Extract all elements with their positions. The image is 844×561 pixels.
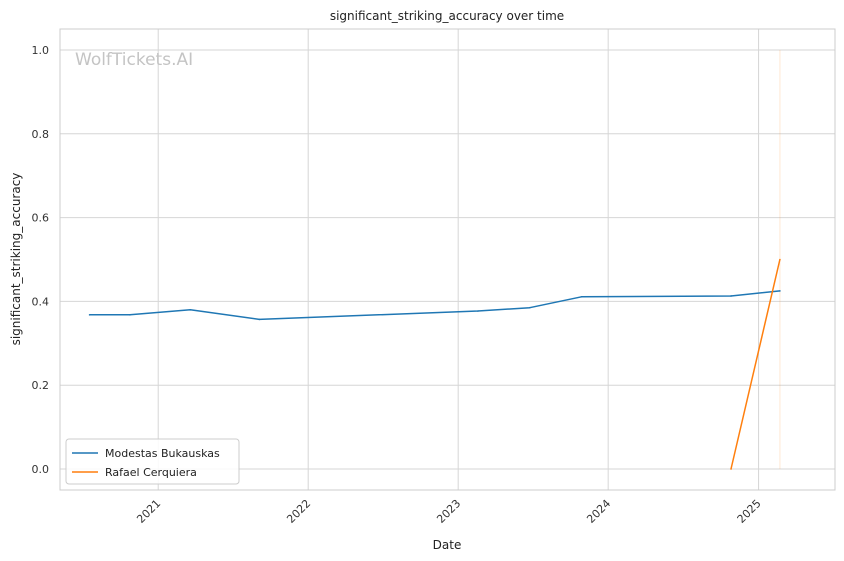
data-point bbox=[528, 306, 531, 309]
x-tick-label: 2022 bbox=[284, 497, 313, 526]
series-layer bbox=[88, 49, 781, 470]
data-point bbox=[730, 295, 732, 297]
data-point bbox=[580, 295, 583, 298]
data-point bbox=[730, 468, 732, 470]
data-point bbox=[779, 290, 781, 292]
y-tick-label: 0.6 bbox=[32, 212, 50, 225]
legend-label: Modestas Bukauskas bbox=[105, 447, 220, 460]
y-tick-label: 0.8 bbox=[32, 128, 50, 141]
legend-label: Rafael Cerquiera bbox=[105, 466, 197, 479]
data-point bbox=[88, 314, 91, 316]
plot-area bbox=[60, 29, 835, 490]
y-tick-labels: 0.0 0.2 0.4 0.6 0.8 1.0 bbox=[32, 44, 50, 476]
y-tick-label: 0.4 bbox=[32, 295, 50, 308]
series-line-rafael-cerquiera bbox=[730, 259, 781, 470]
legend: Modestas Bukauskas Rafael Cerquiera bbox=[65, 438, 240, 485]
y-axis-title: significant_striking_accuracy bbox=[9, 173, 23, 346]
data-point bbox=[258, 318, 261, 321]
data-point bbox=[129, 314, 131, 316]
x-tick-labels: 2021 2022 2023 2024 2025 bbox=[134, 497, 763, 526]
x-tick-label: 2025 bbox=[735, 497, 764, 526]
x-axis-title: Date bbox=[433, 538, 462, 552]
y-tick-label: 0.0 bbox=[32, 463, 50, 476]
plot-frame bbox=[59, 28, 836, 491]
watermark: WolfTickets.AI bbox=[75, 50, 193, 70]
y-tick-label: 1.0 bbox=[32, 44, 50, 57]
x-tick-label: 2024 bbox=[584, 497, 613, 526]
data-point bbox=[189, 308, 192, 311]
x-tick-label: 2021 bbox=[134, 497, 163, 526]
chart-title: significant_striking_accuracy over time bbox=[330, 9, 564, 23]
y-tick-label: 0.2 bbox=[32, 379, 50, 392]
x-tick-label: 2023 bbox=[434, 497, 463, 526]
data-point bbox=[779, 258, 781, 261]
legend-box bbox=[65, 438, 240, 485]
data-point bbox=[477, 310, 479, 312]
